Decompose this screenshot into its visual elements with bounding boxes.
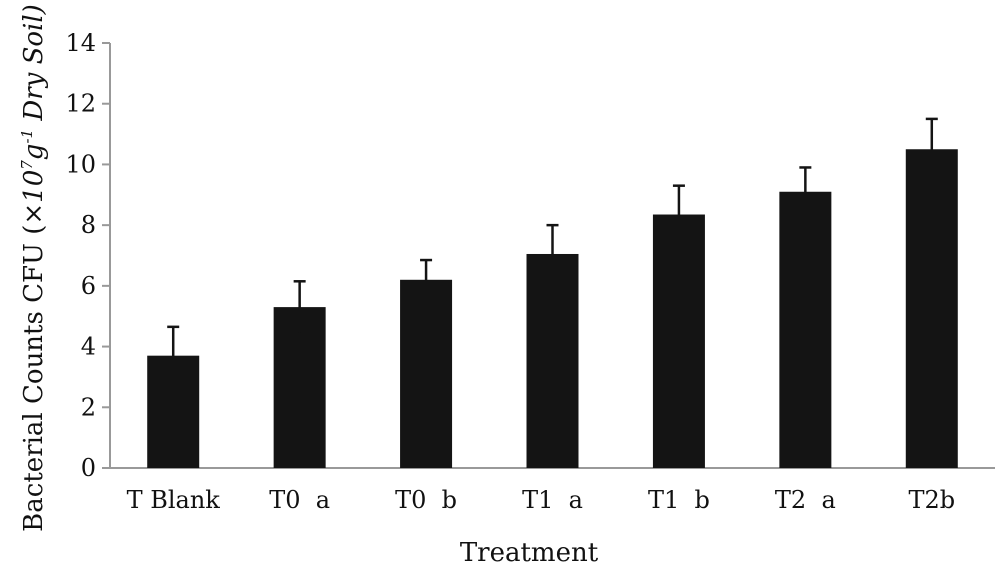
bar [273, 307, 326, 468]
x-tick-label: T2b [908, 486, 955, 514]
bar [652, 214, 705, 468]
y-tick-label: 14 [65, 29, 96, 57]
bar [526, 253, 579, 468]
x-tick-label: T1 b [648, 486, 710, 514]
y-tick-label: 12 [65, 90, 96, 118]
y-tick-label: 10 [65, 150, 96, 178]
x-tick-label: T2 a [775, 486, 836, 514]
bar [779, 191, 832, 468]
y-tick-label: 0 [81, 454, 96, 482]
y-axis-title-prefix: Bacterial Counts CFU ( [19, 225, 49, 532]
x-tick-label: T0 b [395, 486, 457, 514]
y-axis-title-multiplier: ×10 [19, 170, 49, 225]
error-bars [167, 117, 938, 385]
bar [905, 149, 958, 468]
y-axis-title-unit: g [19, 144, 49, 161]
y-axis: 0 2 4 6 8 10 12 14 [65, 29, 111, 482]
x-tick-label: T1 a [522, 486, 583, 514]
y-tick-label: 2 [81, 393, 96, 421]
y-tick-label: 4 [81, 333, 96, 361]
x-axis-title: Treatment [460, 538, 599, 568]
y-axis-title-suffix: Dry Soil) [19, 4, 49, 129]
y-tick-label: 8 [81, 211, 96, 239]
bar [400, 279, 453, 468]
bars [147, 149, 958, 468]
y-axis-title-exp2: -1 [18, 129, 36, 144]
y-tick-label: 6 [81, 272, 96, 300]
x-axis: T Blank T0 a T0 b T1 a T1 b T2 a T2b [110, 467, 995, 514]
x-tick-label: T0 a [269, 486, 330, 514]
y-axis-title-exp1: 7 [18, 160, 36, 170]
y-axis-title: Bacterial Counts CFU (×107g-1 Dry Soil) [18, 4, 49, 532]
x-tick-label: T Blank [127, 486, 221, 514]
